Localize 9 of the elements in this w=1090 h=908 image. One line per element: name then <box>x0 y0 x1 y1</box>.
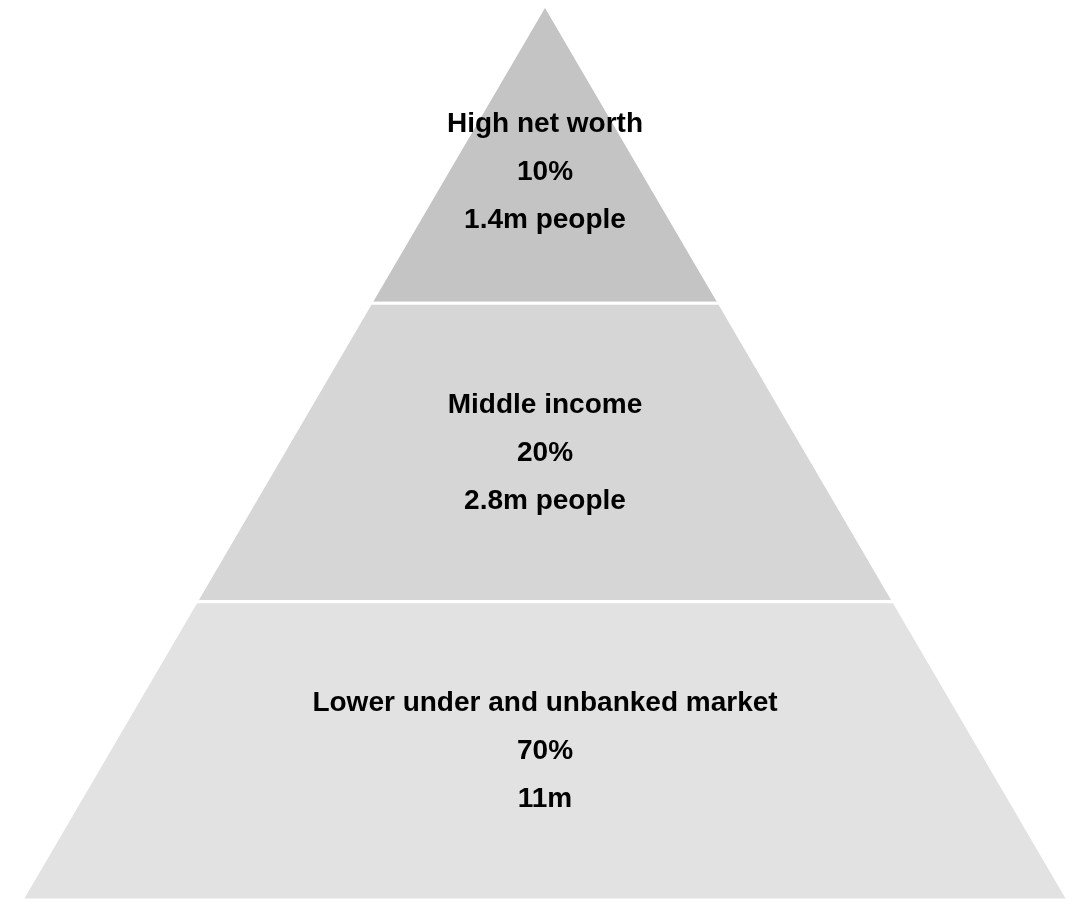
data-label: 70% <box>516 733 574 765</box>
text: 11m <box>517 781 573 813</box>
category-label: Middle income <box>447 387 643 419</box>
data-label: 20% <box>516 435 574 467</box>
category-label: High net worth <box>447 107 643 139</box>
text: 1.4m people <box>464 203 626 235</box>
category-label: Lower under and unbanked market <box>312 685 778 717</box>
data-label: 10% <box>516 155 574 187</box>
text: 2.8m people <box>464 483 626 515</box>
